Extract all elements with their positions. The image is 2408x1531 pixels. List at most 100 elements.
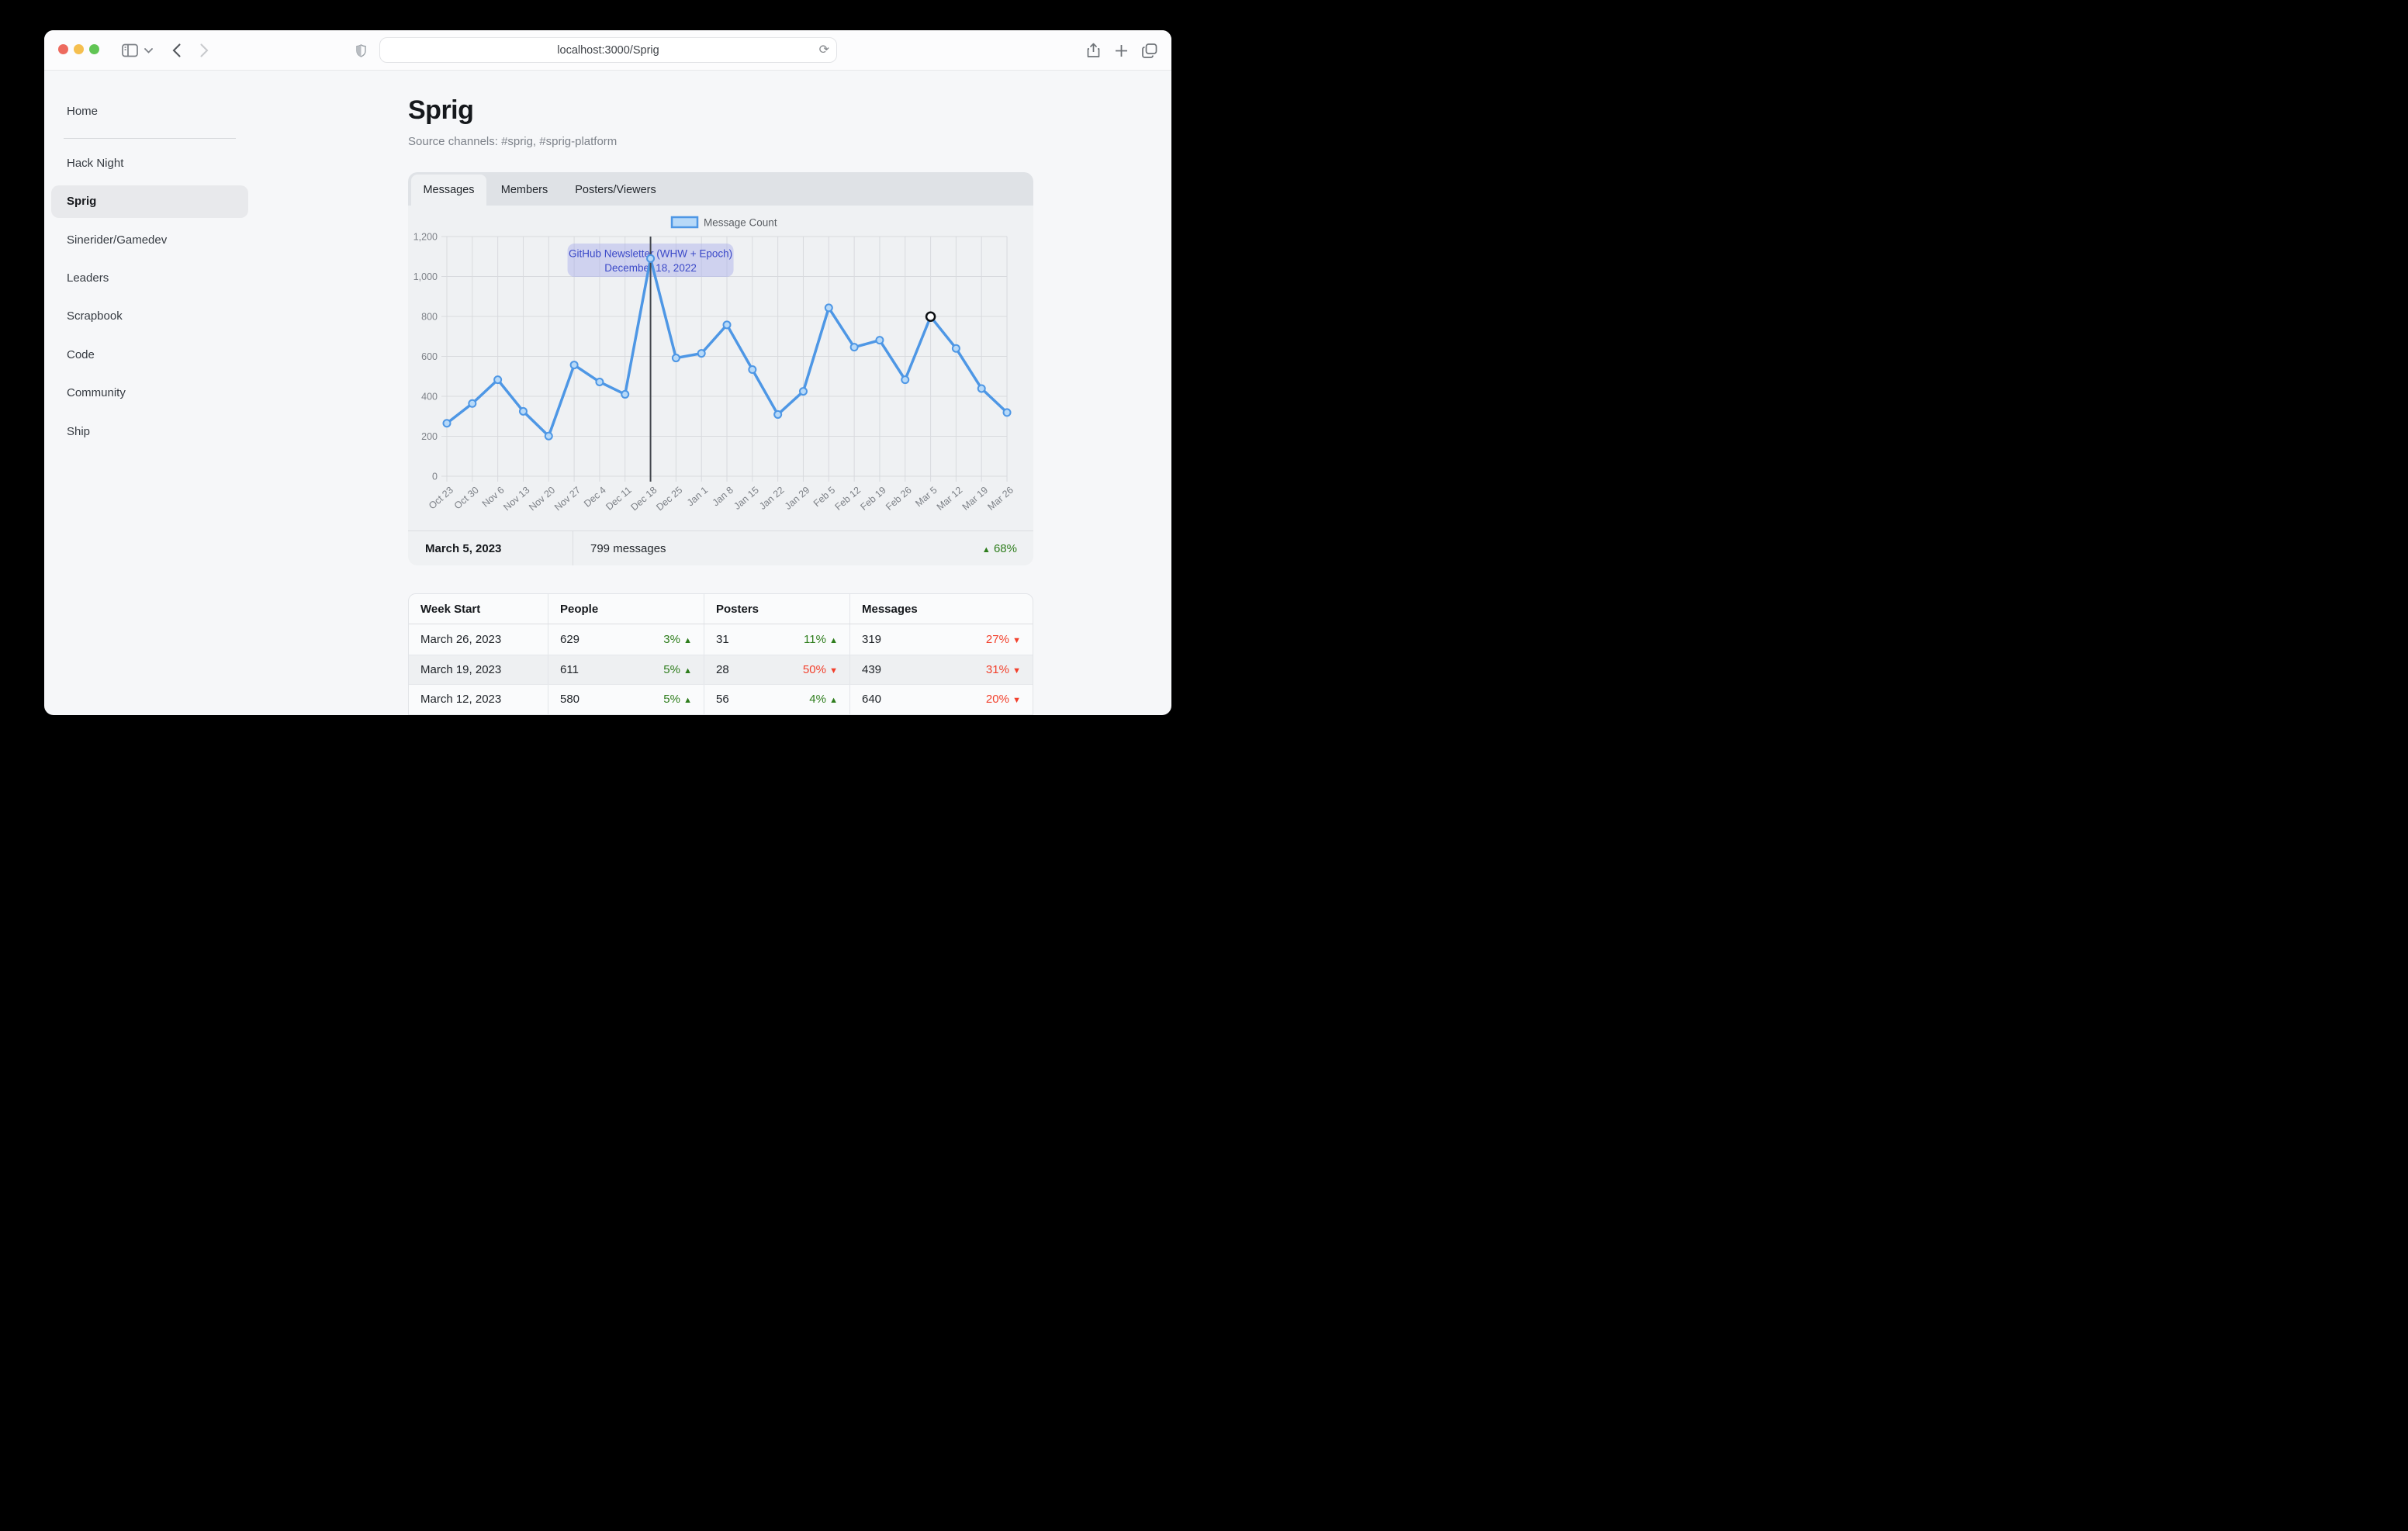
summary-rest: 799 messages ▲ 68% xyxy=(573,531,1033,565)
messages-value: 640 xyxy=(862,693,881,706)
down-arrow-icon: ▼ xyxy=(1012,636,1021,645)
sidebar-item-hack-night[interactable]: Hack Night xyxy=(67,157,123,170)
chart-point[interactable] xyxy=(469,400,476,407)
privacy-shield-icon[interactable] xyxy=(353,30,368,71)
chart-summary-row: March 5, 2023 799 messages ▲ 68% xyxy=(408,530,1033,565)
chart-point[interactable] xyxy=(545,433,552,440)
week-start-cell: March 12, 2023 xyxy=(409,685,548,714)
up-arrow-icon: ▲ xyxy=(683,636,692,645)
chart-point[interactable] xyxy=(749,366,756,373)
legend-swatch xyxy=(672,217,697,227)
back-button[interactable] xyxy=(168,30,184,71)
forward-button[interactable] xyxy=(196,30,212,71)
up-arrow-icon: ▲ xyxy=(829,696,838,705)
chevron-down-icon[interactable] xyxy=(142,30,154,71)
y-axis-tick-label: 1,200 xyxy=(413,232,438,243)
chart-point[interactable] xyxy=(901,376,908,383)
chart-point[interactable] xyxy=(596,378,603,385)
sidebar-item-ship[interactable]: Ship xyxy=(67,425,90,438)
sidebar-item-code[interactable]: Code xyxy=(67,348,95,361)
sidebar-item-leaders[interactable]: Leaders xyxy=(67,271,109,285)
sidebar-item-scrapbook[interactable]: Scrapbook xyxy=(67,309,123,323)
chart-point[interactable] xyxy=(774,411,781,418)
column-header: Week Start xyxy=(409,594,548,624)
people-cell: 611 5% ▲ xyxy=(548,655,704,685)
screen: localhost:3000/Sprig ⟳ Home Hack Night Spr… xyxy=(0,0,1204,766)
people-cell: 6293% ▲ xyxy=(548,624,704,655)
close-window-button[interactable] xyxy=(58,44,68,54)
messages-cell: 31927% ▼ xyxy=(849,624,1033,655)
week-start-cell: March 26, 2023 xyxy=(409,624,548,655)
people-value: 611 xyxy=(560,663,579,676)
new-tab-icon[interactable] xyxy=(1112,30,1130,71)
messages-delta: 31% ▼ xyxy=(986,663,1021,676)
tab-messages[interactable]: Messages xyxy=(411,175,486,206)
tab-members[interactable]: Members xyxy=(486,175,562,206)
messages-cell: 64020% ▼ xyxy=(849,685,1033,714)
table-row: March 26, 20236293% ▲3111% ▲31927% ▼ xyxy=(409,624,1033,655)
chart-point[interactable] xyxy=(851,344,858,351)
chart-point[interactable] xyxy=(571,361,578,368)
people-value: 629 xyxy=(560,633,580,646)
table-row: March 19, 20236115% ▲2850% ▼43931% ▼ xyxy=(409,655,1033,685)
x-axis-tick-label: Nov 27 xyxy=(552,485,583,513)
chart-point[interactable] xyxy=(444,420,451,427)
down-arrow-icon: ▼ xyxy=(829,666,838,676)
zoom-window-button[interactable] xyxy=(89,44,99,54)
up-arrow-icon: ▲ xyxy=(683,696,692,705)
posters-cell: 564% ▲ xyxy=(704,685,849,714)
page-title: Sprig xyxy=(408,95,473,126)
messages-value: 319 xyxy=(862,633,881,646)
sidebar-item-sprig[interactable]: Sprig xyxy=(67,195,96,208)
chart-point[interactable] xyxy=(1004,409,1011,416)
sidebar-item-sinerider-gamedev[interactable]: Sinerider/Gamedev xyxy=(67,233,167,247)
x-axis-tick-label: Jan 22 xyxy=(757,485,787,512)
chart-point[interactable] xyxy=(698,350,705,357)
x-axis-tick-label: Mar 26 xyxy=(985,485,1015,513)
x-axis-tick-label: Jan 15 xyxy=(732,485,761,512)
y-axis-tick-label: 200 xyxy=(421,431,438,442)
minimize-window-button[interactable] xyxy=(74,44,84,54)
x-axis-tick-label: Nov 13 xyxy=(501,485,531,513)
url-bar[interactable]: localhost:3000/Sprig ⟳ xyxy=(379,37,837,63)
column-header: Posters xyxy=(704,594,849,624)
chart-point[interactable] xyxy=(647,255,654,262)
posters-value: 28 xyxy=(716,663,729,676)
people-cell: 5805% ▲ xyxy=(548,685,704,714)
x-axis-tick-label: Jan 29 xyxy=(783,485,812,512)
chart-point[interactable] xyxy=(621,391,628,398)
sidebar-item-home[interactable]: Home xyxy=(67,105,98,118)
table-header-row: Week StartPeoplePostersMessages xyxy=(409,594,1033,624)
up-arrow-icon: ▲ xyxy=(829,636,838,645)
messages-chart-card: MessagesMembersPosters/Viewers 020040060… xyxy=(408,172,1033,565)
reload-icon[interactable]: ⟳ xyxy=(819,42,829,57)
x-axis-tick-label: Oct 30 xyxy=(452,485,481,512)
chart-point[interactable] xyxy=(800,388,807,395)
chart-point[interactable] xyxy=(953,345,960,352)
chart-point[interactable] xyxy=(520,408,527,415)
chart-point[interactable] xyxy=(978,385,985,392)
chart-point[interactable] xyxy=(724,321,731,328)
summary-date: March 5, 2023 xyxy=(408,531,573,565)
browser-chrome: localhost:3000/Sprig ⟳ xyxy=(44,30,1171,71)
y-axis-tick-label: 800 xyxy=(421,312,438,323)
highlighted-chart-point[interactable] xyxy=(926,313,935,321)
chart-point[interactable] xyxy=(494,376,501,383)
people-delta: 5% ▲ xyxy=(663,663,692,676)
share-icon[interactable] xyxy=(1084,30,1102,71)
message-count-chart: 02004006008001,0001,200Oct 23Oct 30Nov 6… xyxy=(408,206,1033,530)
x-axis-tick-label: Mar 12 xyxy=(935,485,965,513)
sidebar-item-community[interactable]: Community xyxy=(67,386,126,399)
chart-point[interactable] xyxy=(876,337,883,344)
column-header: Messages xyxy=(849,594,1033,624)
x-axis-tick-label: Jan 1 xyxy=(685,485,710,509)
x-axis-tick-label: Jan 8 xyxy=(711,485,735,509)
tab-overview-icon[interactable] xyxy=(1140,30,1160,71)
summary-change: ▲ 68% xyxy=(982,542,1017,555)
tab-posters-viewers[interactable]: Posters/Viewers xyxy=(562,175,669,206)
posters-cell: 3111% ▲ xyxy=(704,624,849,655)
up-arrow-icon: ▲ xyxy=(982,545,991,555)
chart-point[interactable] xyxy=(673,354,680,361)
chart-point[interactable] xyxy=(825,304,832,311)
sidebar-toggle-icon[interactable] xyxy=(119,30,140,71)
